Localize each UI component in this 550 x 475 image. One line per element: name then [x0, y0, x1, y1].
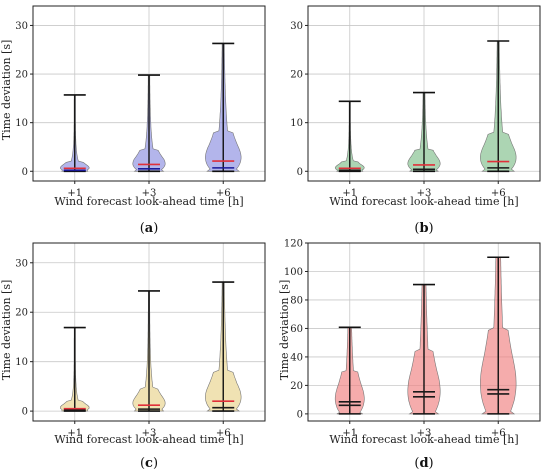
panel-label: (a): [140, 221, 159, 236]
x-tick-label: +1: [67, 428, 82, 439]
y-tick-label: 10: [15, 357, 28, 368]
y-tick-label: 100: [284, 267, 303, 278]
y-axis-label: Time deviation [s]: [0, 40, 13, 141]
panel-label: (c): [140, 456, 158, 471]
panel-label: (d): [414, 456, 433, 471]
x-tick-label: +3: [142, 428, 157, 439]
x-tick-label: +6: [491, 188, 506, 199]
x-tick-label: +1: [342, 428, 357, 439]
y-tick-label: 20: [290, 381, 303, 392]
y-tick-label: 0: [22, 407, 28, 418]
y-tick-label: 0: [297, 167, 303, 178]
x-axis-label: Wind forecast look-ahead time [h]: [54, 433, 243, 446]
y-tick-label: 30: [15, 21, 28, 32]
y-axis-label: Time deviation [s]: [0, 280, 13, 381]
y-tick-label: 20: [15, 70, 28, 81]
x-tick-label: +6: [216, 428, 231, 439]
x-tick-label: +1: [67, 188, 82, 199]
y-tick-label: 20: [15, 308, 28, 319]
panel-label: (b): [414, 221, 433, 236]
y-tick-label: 20: [290, 70, 303, 81]
x-tick-label: +3: [142, 188, 157, 199]
y-tick-label: 0: [297, 409, 303, 420]
y-tick-label: 60: [290, 324, 303, 335]
x-tick-label: +6: [491, 428, 506, 439]
y-tick-label: 10: [15, 118, 28, 129]
y-tick-label: 80: [290, 295, 303, 306]
y-tick-label: 30: [15, 258, 28, 269]
x-axis-label: Wind forecast look-ahead time [h]: [329, 433, 518, 446]
x-tick-label: +3: [417, 428, 432, 439]
y-tick-label: 30: [290, 21, 303, 32]
x-axis-label: Wind forecast look-ahead time [h]: [54, 195, 243, 208]
y-axis-label: Time deviation [s]: [278, 280, 291, 381]
x-axis-label: Wind forecast look-ahead time [h]: [329, 195, 518, 208]
x-tick-label: +1: [342, 188, 357, 199]
x-tick-label: +6: [216, 188, 231, 199]
y-tick-label: 10: [290, 118, 303, 129]
x-tick-label: +3: [417, 188, 432, 199]
y-tick-label: 120: [284, 239, 303, 250]
y-tick-label: 40: [290, 352, 303, 363]
y-tick-label: 0: [22, 167, 28, 178]
